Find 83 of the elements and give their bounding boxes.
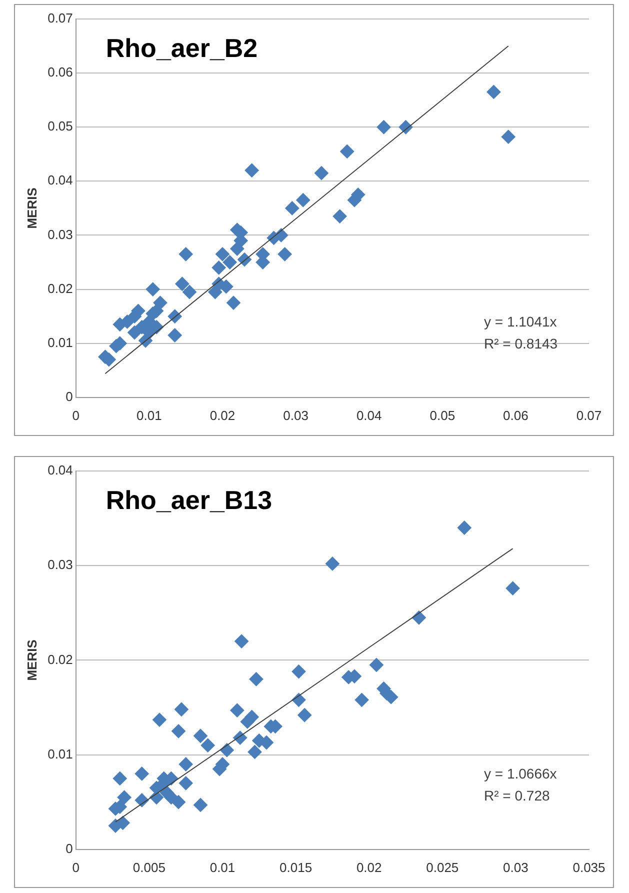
y-tick-label: 0.04 — [48, 172, 73, 188]
y-axis-title: MERIS — [24, 187, 40, 229]
point — [216, 247, 230, 262]
point — [146, 282, 160, 296]
point — [354, 692, 369, 707]
x-tick-label: 0.04 — [356, 408, 382, 423]
point — [172, 795, 186, 810]
x-tick-label: 0.02 — [356, 860, 382, 875]
x-tick-label: 0.01 — [210, 860, 236, 875]
point — [182, 284, 197, 299]
y-tick-label: 0.02 — [48, 652, 73, 667]
point — [234, 634, 249, 648]
point — [168, 328, 182, 342]
annotation: y = 1.0666x — [484, 765, 557, 782]
point — [200, 738, 215, 752]
x-tick-label: 0.02 — [210, 408, 236, 423]
y-tick-label: 0 — [66, 388, 73, 404]
y-tick-label: 0.07 — [48, 10, 73, 26]
y-tick-label: 0.03 — [48, 226, 73, 242]
y-tick-label: 0.01 — [48, 746, 73, 762]
point — [376, 120, 391, 134]
annotation: y = 1.1041x — [484, 313, 557, 330]
point — [501, 130, 516, 144]
y-tick-label: 0 — [66, 840, 73, 856]
point — [175, 276, 190, 291]
point — [220, 743, 234, 758]
point — [292, 664, 306, 679]
y-tick-label: 0.06 — [48, 64, 73, 80]
point — [332, 209, 347, 224]
point — [222, 255, 237, 270]
y-axis-title: MERIS — [24, 639, 40, 681]
y-tick-label: 0.05 — [48, 118, 73, 134]
point — [325, 556, 340, 571]
point — [244, 163, 259, 178]
point — [134, 766, 149, 781]
point — [174, 702, 188, 716]
point — [117, 790, 132, 804]
point — [340, 144, 354, 158]
point — [248, 744, 262, 759]
y-tick-label: 0.04 — [48, 462, 73, 478]
point — [172, 724, 186, 738]
point — [194, 798, 208, 812]
point — [178, 247, 193, 262]
text: Rho_aer_B2 — [106, 33, 258, 64]
point — [128, 326, 142, 340]
x-tick-label: 0.07 — [576, 408, 602, 423]
y-tick-label: 0.02 — [48, 280, 73, 296]
annotation: R² = 0.728 — [484, 787, 550, 804]
point — [296, 193, 310, 208]
point — [153, 296, 168, 310]
point — [298, 708, 312, 722]
annotation: R² = 0.8143 — [484, 335, 558, 352]
point — [178, 776, 193, 790]
point — [208, 284, 222, 299]
point — [486, 84, 501, 99]
x-tick-label: 0.025 — [426, 860, 459, 875]
point — [278, 247, 292, 262]
point — [230, 703, 244, 718]
point — [226, 296, 240, 310]
point — [506, 581, 520, 596]
point — [249, 672, 264, 686]
x-tick-label: 0.03 — [503, 860, 528, 875]
y-tick-label: 0.03 — [48, 557, 73, 572]
x-tick-label: 0.03 — [283, 408, 308, 423]
point — [112, 771, 127, 786]
point — [369, 658, 384, 672]
text: Rho_aer_B13 — [106, 485, 272, 516]
point — [194, 728, 208, 743]
point — [152, 712, 166, 727]
x-tick-label: 0.06 — [503, 408, 528, 423]
x-tick-label: 0.015 — [280, 860, 312, 875]
point — [314, 166, 328, 180]
point — [178, 757, 193, 772]
x-tick-label: 0.05 — [430, 408, 456, 423]
point — [120, 314, 134, 329]
x-tick-label: 0.005 — [132, 860, 166, 875]
x-tick-label: 0.035 — [572, 860, 606, 875]
point — [285, 201, 300, 216]
x-tick-label: 0.01 — [136, 408, 162, 423]
point — [212, 260, 226, 275]
point — [219, 280, 234, 294]
point — [457, 520, 472, 535]
y-tick-label: 0.01 — [48, 334, 73, 350]
